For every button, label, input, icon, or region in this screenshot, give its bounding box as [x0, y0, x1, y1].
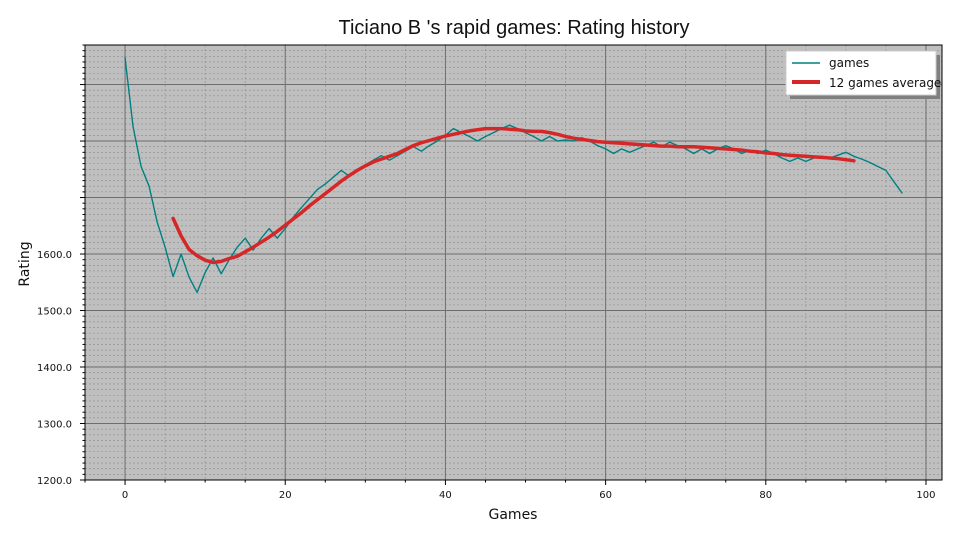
x-axis-label: Games — [489, 507, 538, 523]
plot-area — [84, 44, 943, 481]
y-tick-label: 1600.0 — [37, 250, 72, 261]
x-tick-label: 20 — [279, 490, 292, 501]
x-axis-ticks: 0 20 40 60 80 100 — [84, 480, 936, 501]
y-tick-label: 1400.0 — [37, 363, 72, 374]
legend-label-games: games — [829, 56, 869, 70]
x-tick-label: 0 — [122, 490, 128, 501]
x-tick-label: 40 — [439, 490, 452, 501]
y-tick-label: 1300.0 — [37, 420, 72, 431]
series-layer — [124, 56, 903, 294]
legend-label-average: 12 games average — [829, 76, 941, 90]
y-tick-label: 1500.0 — [37, 307, 72, 318]
y-axis-label: Rating — [17, 241, 33, 286]
average-series-line — [171, 126, 856, 265]
plot-border — [84, 44, 943, 481]
x-tick-label: 80 — [759, 490, 772, 501]
legend-box — [785, 50, 937, 96]
chart-title: Ticiano B 's rapid games: Rating history — [338, 17, 689, 39]
minor-grid — [84, 44, 942, 480]
y-tick-label: 1200.0 — [37, 476, 72, 487]
x-tick-label: 100 — [916, 490, 935, 501]
legend: games 12 games average — [785, 50, 941, 99]
y-axis-ticks: 1200.0 1300.0 1400.0 1500.0 1600.0 — [37, 44, 85, 487]
x-tick-label: 60 — [599, 490, 612, 501]
